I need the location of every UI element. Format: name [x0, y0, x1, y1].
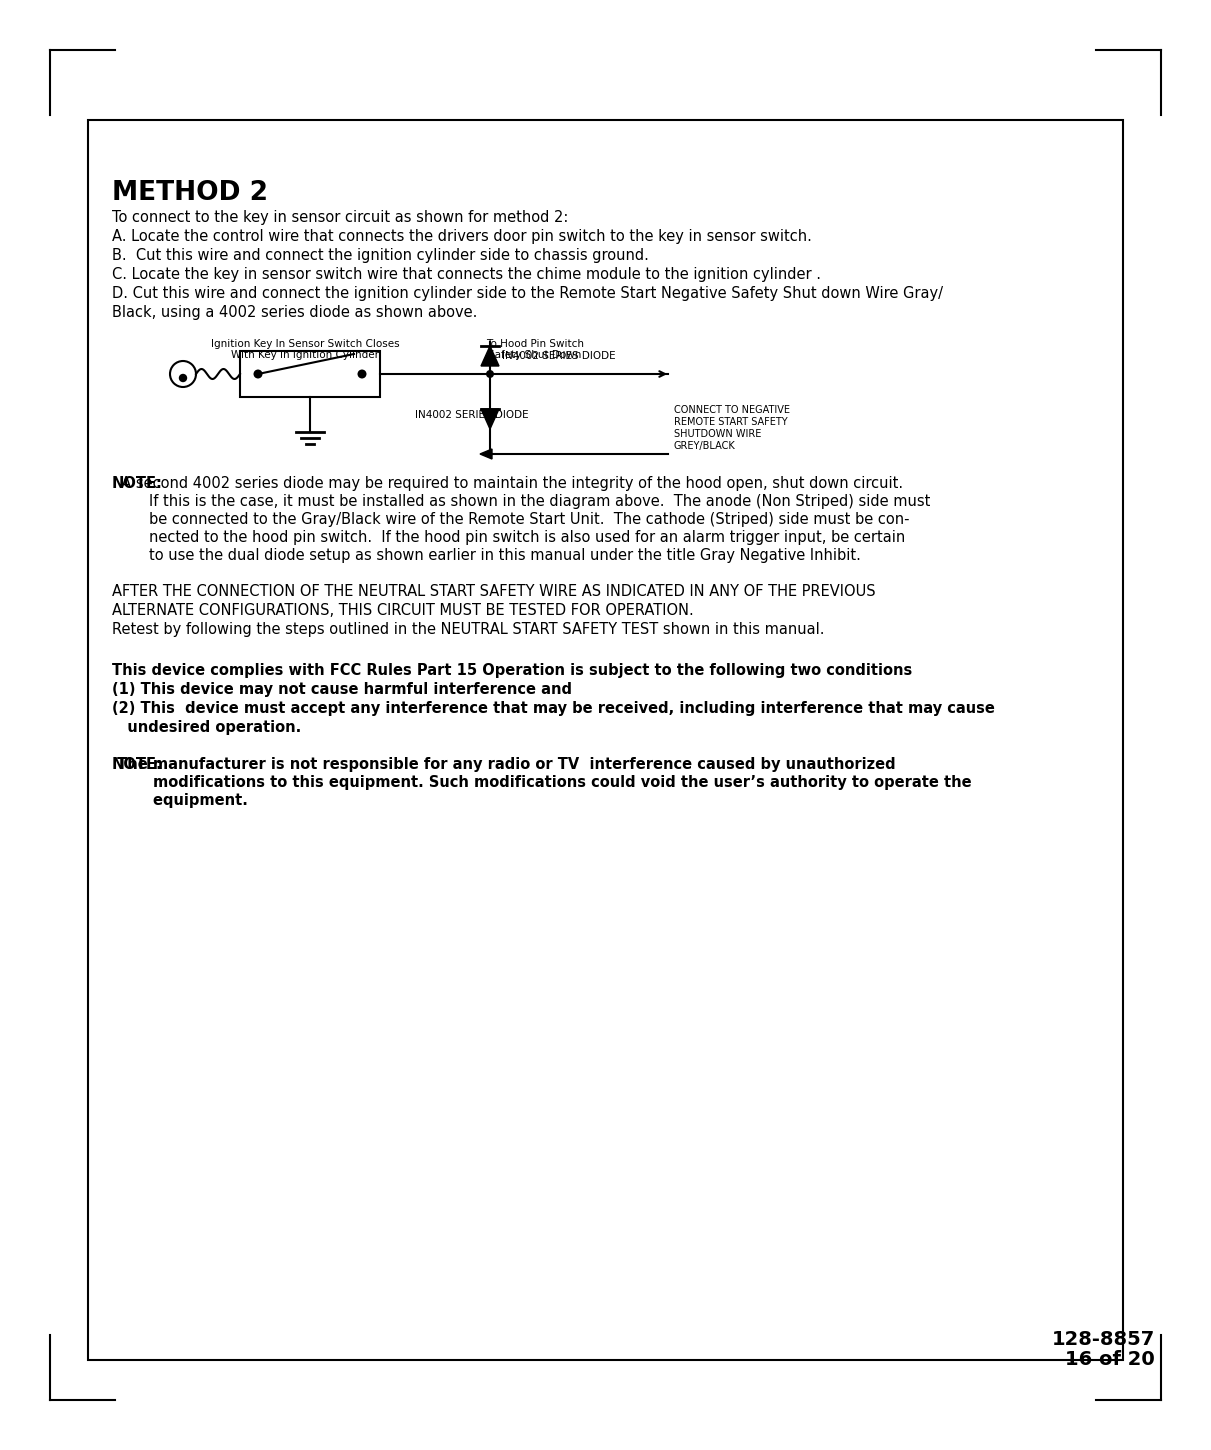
Text: B.  Cut this wire and connect the ignition cylinder side to chassis ground.: B. Cut this wire and connect the ignitio… [111, 248, 649, 262]
Text: nected to the hood pin switch.  If the hood pin switch is also used for an alarm: nected to the hood pin switch. If the ho… [111, 531, 906, 545]
Text: undesired operation.: undesired operation. [111, 721, 302, 735]
Bar [240, 351, 380, 397]
Polygon shape [481, 347, 499, 365]
Text: AFTER THE CONNECTION OF THE NEUTRAL START SAFETY WIRE AS INDICATED IN ANY OF THE: AFTER THE CONNECTION OF THE NEUTRAL STAR… [111, 584, 876, 599]
Text: To connect to the key in sensor circuit as shown for method 2:: To connect to the key in sensor circuit … [111, 210, 568, 225]
Text: (2) This  device must accept any interference that may be received, including in: (2) This device must accept any interfer… [111, 700, 995, 716]
Text: If this is the case, it must be installed as shown in the diagram above.  The an: If this is the case, it must be installe… [111, 494, 930, 509]
Text: With Key In Ignition Cylinder: With Key In Ignition Cylinder [231, 349, 379, 360]
Text: IN4002 SERIES DIODE: IN4002 SERIES DIODE [415, 410, 529, 420]
Text: Retest by following the steps outlined in the NEUTRAL START SAFETY TEST shown in: Retest by following the steps outlined i… [111, 622, 825, 637]
Text: ALTERNATE CONFIGURATIONS, THIS CIRCUIT MUST BE TESTED FOR OPERATION.: ALTERNATE CONFIGURATIONS, THIS CIRCUIT M… [111, 603, 694, 618]
Text: METHOD 2: METHOD 2 [111, 180, 268, 206]
Circle shape [253, 370, 263, 378]
Text: 128-8857: 128-8857 [1051, 1330, 1155, 1348]
Polygon shape [481, 409, 499, 429]
Text: NOTE:: NOTE: [111, 476, 162, 492]
Text: CONNECT TO NEGATIVE
REMOTE START SAFETY
SHUTDOWN WIRE
GREY/BLACK: CONNECT TO NEGATIVE REMOTE START SAFETY … [675, 405, 790, 451]
Text: to use the dual diode setup as shown earlier in this manual under the title Gray: to use the dual diode setup as shown ear… [111, 548, 861, 563]
Text: To Hood Pin Switch: To Hood Pin Switch [486, 339, 584, 349]
Bar [88, 120, 1123, 1360]
Text: equipment.: equipment. [111, 793, 248, 808]
Text: Black, using a 4002 series diode as shown above.: Black, using a 4002 series diode as show… [111, 304, 477, 320]
Text: This device complies with FCC Rules Part 15 Operation is subject to the followin: This device complies with FCC Rules Part… [111, 663, 912, 679]
Text: Ignition Key In Sensor Switch Closes: Ignition Key In Sensor Switch Closes [211, 339, 400, 349]
Text: NOTE:: NOTE: [111, 757, 162, 771]
Text: Safety Shut Down: Safety Shut Down [488, 349, 581, 360]
Text: A second 4002 series diode may be required to maintain the integrity of the hood: A second 4002 series diode may be requir… [111, 476, 903, 492]
Text: modifications to this equipment. Such modifications could void the user’s author: modifications to this equipment. Such mo… [111, 774, 971, 790]
Text: C. Locate the key in sensor switch wire that connects the chime module to the ig: C. Locate the key in sensor switch wire … [111, 267, 821, 281]
Circle shape [179, 374, 186, 381]
Text: A. Locate the control wire that connects the drivers door pin switch to the key : A. Locate the control wire that connects… [111, 229, 811, 244]
Text: D. Cut this wire and connect the ignition cylinder side to the Remote Start Nega: D. Cut this wire and connect the ignitio… [111, 286, 943, 302]
Text: The manufacturer is not responsible for any radio or TV  interference caused by : The manufacturer is not responsible for … [111, 757, 896, 771]
Text: 16 of 20: 16 of 20 [1066, 1350, 1155, 1369]
Text: IN4002 SERIES DIODE: IN4002 SERIES DIODE [503, 351, 615, 361]
Circle shape [357, 370, 367, 378]
Text: (1) This device may not cause harmful interference and: (1) This device may not cause harmful in… [111, 682, 572, 697]
Polygon shape [480, 450, 492, 460]
Text: be connected to the Gray/Black wire of the Remote Start Unit.  The cathode (Stri: be connected to the Gray/Black wire of t… [111, 512, 909, 526]
Circle shape [486, 370, 494, 378]
